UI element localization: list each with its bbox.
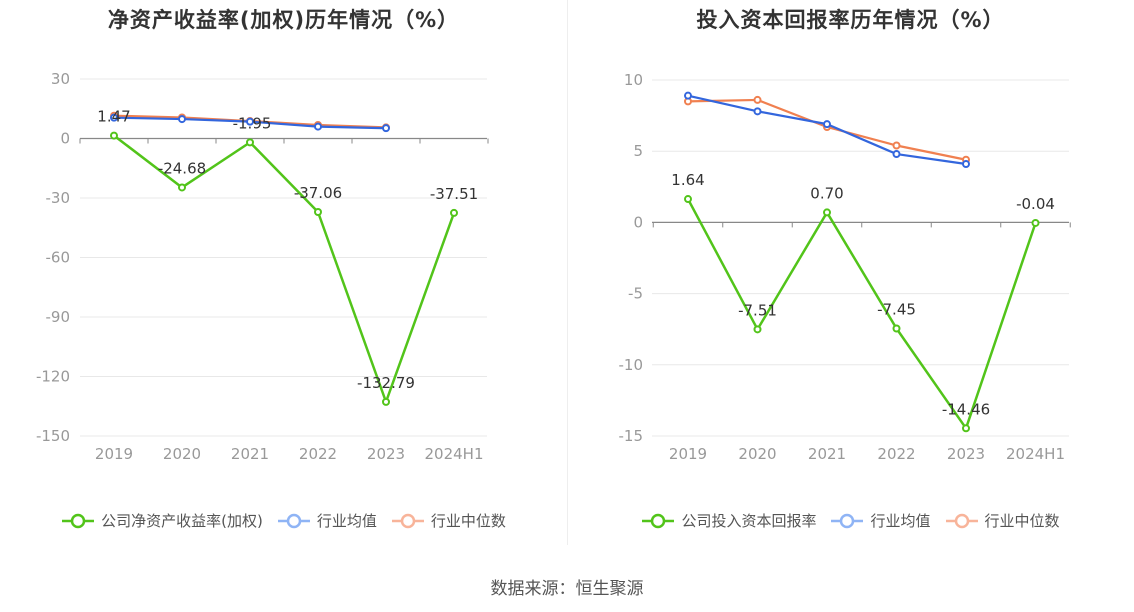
x-tick-label: 2021 — [231, 445, 269, 463]
y-tick-label: -150 — [36, 427, 70, 445]
legend-marker-avg-icon — [831, 513, 864, 528]
company-series-point — [110, 131, 118, 140]
x-tick-label: 2023 — [367, 445, 405, 463]
roe-chart-panel: 净资产收益率(加权)历年情况（%） 30 0 -30 -60 -90 -120 -150 20… — [0, 0, 567, 560]
company-series-point — [450, 208, 458, 217]
data-label: -24.68 — [158, 159, 206, 177]
roe-chart-title: 净资产收益率(加权)历年情况（%） — [107, 8, 460, 32]
legend-item-industry-median[interactable]: 行业中位数 — [391, 510, 506, 531]
x-tick-label: 2020 — [738, 445, 776, 463]
industry-avg-series-point — [684, 91, 692, 100]
roic-legend: 公司投入资本回报率 行业均值 行业中位数 — [567, 510, 1134, 531]
y-tick-label: -120 — [36, 368, 70, 386]
roic-chart-title: 投入资本回报率历年情况（%） — [696, 8, 1005, 32]
company-series-point — [684, 195, 692, 204]
legend-item-company-roe[interactable]: 公司净资产收益率(加权) — [61, 510, 263, 531]
roic-chart-panel: 投入资本回报率历年情况（%） 10 5 0 -5 -10 -15 2019 2020 2021 2… — [567, 0, 1134, 560]
legend-marker-median-icon — [391, 513, 424, 528]
x-tick-label: 2022 — [877, 445, 915, 463]
y-tick-label: 0 — [60, 130, 70, 148]
y-tick-label: 10 — [624, 71, 643, 89]
data-label: 0.70 — [810, 184, 843, 202]
legend-label-industry-median: 行业中位数 — [984, 512, 1060, 530]
data-label: 1.47 — [97, 108, 130, 126]
data-label: -7.51 — [738, 301, 777, 319]
y-tick-label: -60 — [46, 249, 71, 267]
data-label: -14.46 — [942, 400, 990, 418]
legend-label-industry-median: 行业中位数 — [430, 512, 506, 530]
legend-item-industry-median[interactable]: 行业中位数 — [945, 510, 1060, 531]
x-tick-label: 2020 — [163, 445, 201, 463]
y-tick-label: 0 — [633, 213, 643, 231]
y-tick-label: -5 — [628, 285, 643, 303]
x-tick-label: 2023 — [947, 445, 985, 463]
legend-marker-company-icon — [62, 513, 95, 528]
y-tick-label: 5 — [633, 142, 643, 160]
data-label: -7.45 — [877, 300, 916, 318]
x-tick-label: 2024H1 — [1006, 445, 1065, 463]
company-series-point — [892, 324, 901, 333]
company-series-point — [314, 208, 322, 217]
company-series-point — [823, 208, 831, 217]
data-label: -132.79 — [357, 374, 415, 392]
data-label: -0.04 — [1016, 195, 1055, 213]
legend-item-industry-avg[interactable]: 行业均值 — [277, 510, 377, 531]
x-tick-label: 2022 — [299, 445, 337, 463]
industry-median-series-point — [892, 141, 901, 150]
legend-item-industry-avg[interactable]: 行业均值 — [830, 510, 931, 531]
company-series-point — [178, 183, 186, 192]
legend-label-industry-avg: 行业均值 — [316, 512, 377, 530]
x-tick-label: 2024H1 — [425, 445, 484, 463]
company-series-line — [113, 134, 456, 404]
industry-avg-series-point — [178, 115, 186, 124]
legend-item-company-roic[interactable]: 公司投入资本回报率 — [641, 510, 816, 531]
data-source: 数据来源：恒生聚源 — [490, 579, 644, 599]
y-tick-label: -90 — [46, 308, 71, 326]
company-series-point — [962, 424, 970, 433]
roe-plot: 30 0 -30 -60 -90 -120 -150 2019 2020 2021 2022 2023… — [36, 70, 489, 463]
industry-avg-series-point — [962, 160, 970, 169]
y-tick-label: -15 — [619, 427, 644, 445]
data-label: -37.51 — [430, 185, 478, 203]
industry-avg-series-point — [892, 150, 901, 159]
data-label: -37.06 — [294, 184, 342, 202]
x-tick-label: 2021 — [808, 445, 846, 463]
x-tick-label: 2019 — [95, 445, 133, 463]
panel-divider — [567, 0, 568, 545]
legend-label-company-roic: 公司投入资本回报率 — [681, 512, 817, 530]
data-label: -1.95 — [233, 114, 272, 132]
company-series-point — [246, 138, 254, 147]
industry-avg-series-point — [314, 122, 322, 131]
industry-avg-series-point — [382, 124, 390, 133]
legend-label-company-roe: 公司净资产收益率(加权) — [101, 512, 263, 530]
company-series-point — [382, 397, 390, 406]
legend-marker-company-icon — [642, 513, 675, 528]
company-series-point — [1031, 218, 1040, 227]
data-label: 1.64 — [671, 171, 704, 189]
industry-avg-series-point — [110, 113, 118, 122]
x-tick-label: 2019 — [669, 445, 707, 463]
company-series-point — [753, 325, 762, 334]
industry-avg-series-point — [753, 107, 762, 116]
roic-plot: 10 5 0 -5 -10 -15 2019 2020 2021 2022 2023 2024H1 1.… — [619, 71, 1071, 463]
y-tick-label: -30 — [46, 189, 71, 207]
industry-median-series-point — [753, 95, 762, 104]
industry-avg-series-point — [823, 120, 831, 129]
y-tick-label: 30 — [51, 70, 70, 88]
legend-label-industry-avg: 行业均值 — [870, 512, 931, 530]
company-series-line — [686, 198, 1037, 430]
roe-legend: 公司净资产收益率(加权) 行业均值 行业中位数 — [0, 510, 567, 531]
legend-marker-median-icon — [945, 513, 978, 528]
industry-avg-series-point — [246, 117, 254, 126]
legend-marker-avg-icon — [277, 513, 310, 528]
y-tick-label: -10 — [619, 356, 644, 374]
